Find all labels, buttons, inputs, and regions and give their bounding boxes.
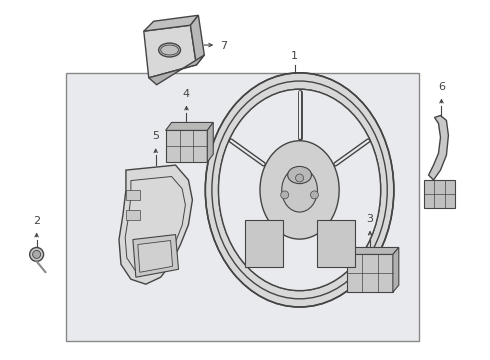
Ellipse shape — [33, 251, 41, 258]
Bar — [126, 210, 140, 220]
Bar — [126, 190, 140, 200]
Bar — [347, 255, 393, 292]
Ellipse shape — [281, 191, 289, 199]
Bar — [66, 73, 418, 341]
Polygon shape — [133, 235, 178, 277]
Polygon shape — [119, 165, 193, 284]
Text: 1: 1 — [291, 51, 298, 61]
Ellipse shape — [159, 43, 180, 57]
Polygon shape — [166, 122, 213, 130]
Polygon shape — [144, 15, 198, 31]
Polygon shape — [207, 122, 213, 162]
Bar — [424, 180, 455, 208]
Ellipse shape — [260, 141, 339, 239]
Polygon shape — [149, 55, 204, 85]
Ellipse shape — [288, 166, 312, 184]
Text: 5: 5 — [152, 131, 159, 141]
Polygon shape — [429, 116, 448, 180]
Polygon shape — [144, 25, 196, 78]
Bar — [318, 220, 355, 267]
Bar — [166, 130, 207, 162]
Ellipse shape — [205, 73, 394, 307]
Polygon shape — [138, 240, 172, 272]
Text: 4: 4 — [183, 89, 190, 99]
Polygon shape — [191, 15, 204, 65]
Text: 2: 2 — [33, 216, 40, 226]
Ellipse shape — [219, 89, 381, 291]
Text: 7: 7 — [220, 41, 227, 51]
Polygon shape — [347, 247, 399, 255]
Polygon shape — [393, 247, 399, 292]
Ellipse shape — [282, 168, 318, 212]
Text: 3: 3 — [367, 214, 373, 224]
Bar — [245, 220, 283, 267]
Ellipse shape — [30, 247, 44, 261]
Text: 6: 6 — [438, 82, 445, 92]
Ellipse shape — [295, 174, 303, 182]
Ellipse shape — [311, 191, 319, 199]
